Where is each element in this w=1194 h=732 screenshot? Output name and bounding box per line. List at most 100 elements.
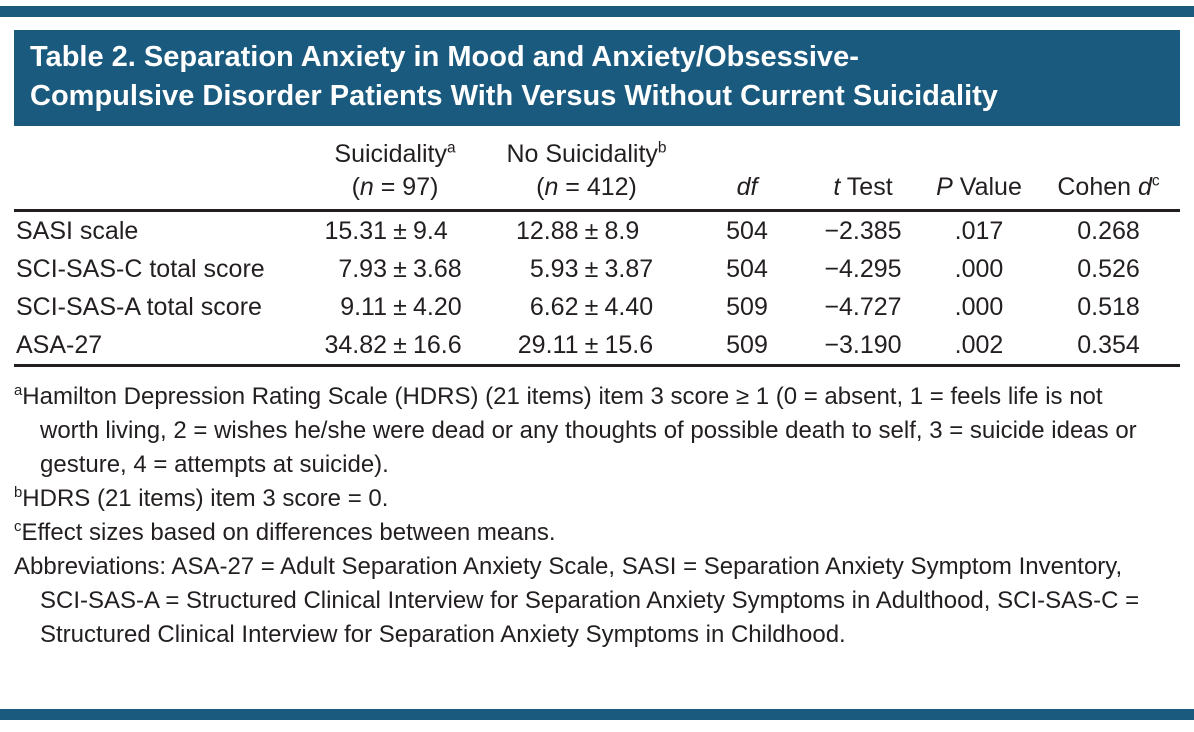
mean: 12.88 (515, 217, 579, 245)
col-header-t-test: t Test (805, 171, 921, 204)
sd: 9.4 (413, 217, 448, 245)
df-cell: 509 (726, 331, 768, 359)
sd: 3.68 (413, 255, 462, 283)
footnote-abbreviations-text: Abbreviations: ASA-27 = Adult Separation… (14, 553, 1140, 648)
suicidality-value-cell: 7.93 ±3.68 (306, 250, 484, 288)
plus-minus: ± (393, 293, 407, 321)
mean: 34.82 (324, 331, 387, 359)
n-italic: n (359, 173, 374, 201)
table-footnotes: aHamilton Depression Rating Scale (HDRS)… (14, 380, 1151, 652)
df-cell: 509 (726, 293, 768, 321)
cohen-d-cell: 0.268 (1077, 217, 1140, 245)
cohen-footnote-marker: c (1151, 172, 1160, 190)
footnote-marker-a: a (14, 383, 23, 399)
suicidality-value-cell: 34.82 ±16.6 (306, 326, 484, 364)
n-open: ( (351, 173, 360, 201)
mean-sd-value: 12.88 ±8.9 (511, 212, 663, 250)
plus-minus: ± (393, 331, 407, 359)
footnote-c-text: Effect sizes based on differences betwee… (21, 519, 556, 546)
mean-sd-value: 15.31 ±9.4 (319, 212, 471, 250)
t-test-cell: −2.385 (824, 217, 902, 245)
no-suicidality-value-cell: 6.62 ±4.40 (484, 288, 689, 326)
mean-sd-value: 7.93 ±3.68 (319, 250, 471, 288)
p-italic: P (936, 173, 953, 201)
p-value-cell: .002 (954, 331, 1004, 359)
plus-minus: ± (393, 255, 407, 283)
suicidality-value-cell: 15.31 ±9.4 (306, 212, 484, 250)
suicidality-value-cell: 9.11 ±4.20 (306, 288, 484, 326)
table-header-row: Suicidalitya (n = 97) No Suicidalityb (n… (14, 134, 1180, 212)
plus-minus: ± (584, 331, 599, 359)
col-header-suicidality-label: Suicidalitya (306, 138, 484, 171)
suicidality-text: Suicidality (334, 140, 447, 168)
t-italic: t (833, 173, 841, 201)
df-label: df (736, 173, 758, 201)
col-header-df: df (689, 171, 805, 204)
sd: 15.6 (604, 331, 654, 359)
row-label: ASA-27 (16, 331, 103, 359)
table-title-line2: Compulsive Disorder Patients With Versus… (30, 80, 998, 112)
no-suicidality-footnote-marker: b (657, 139, 667, 157)
footnote-marker-c: c (14, 519, 22, 535)
mean: 7.93 (338, 255, 387, 283)
df-cell: 504 (726, 217, 768, 245)
table-title: Table 2. Separation Anxiety in Mood and … (14, 30, 1180, 126)
footnote-b-text: HDRS (21 items) item 3 score = 0. (22, 485, 389, 512)
cohen-d-cell: 0.354 (1077, 331, 1140, 359)
plus-minus: ± (584, 255, 599, 283)
table-row: SCI-SAS-C total score 7.93 ±3.68 5.93 ±3.8… (14, 250, 1180, 288)
plus-minus: ± (584, 217, 599, 245)
footnote-a-text: Hamilton Depression Rating Scale (HDRS) … (22, 383, 1137, 478)
footnote-marker-b: b (14, 485, 23, 501)
cohen-d-cell: 0.526 (1077, 255, 1140, 283)
footnote-abbreviations: Abbreviations: ASA-27 = Adult Separation… (14, 550, 1151, 652)
p-value-cell: .000 (954, 293, 1004, 321)
page-top-rule (0, 6, 1194, 17)
col-header-suicidality-n: (n = 97) (306, 171, 484, 204)
col-header-suicidality: Suicidalitya (n = 97) (306, 138, 484, 204)
stats-table: Suicidalitya (n = 97) No Suicidalityb (n… (14, 134, 1180, 367)
mean-sd-value: 5.93 ±3.87 (511, 250, 663, 288)
footnote-b: bHDRS (21 items) item 3 score = 0. (14, 482, 1151, 516)
no-suicidality-text: No Suicidality (506, 140, 658, 168)
sd: 8.9 (604, 217, 640, 245)
sd: 16.6 (413, 331, 462, 359)
n-value: = 97) (373, 173, 439, 201)
table-body: SASI scale 15.31 ±9.4 12.88 ±8.9 504 −2.38… (14, 212, 1180, 367)
table-title-line1: Table 2. Separation Anxiety in Mood and … (30, 41, 859, 73)
n-value: = 412) (558, 173, 637, 201)
p-rest: Value (952, 173, 1022, 201)
no-suicidality-value-cell: 5.93 ±3.87 (484, 250, 689, 288)
footnote-c: cEffect sizes based on differences betwe… (14, 516, 1151, 550)
t-test-cell: −4.727 (824, 293, 902, 321)
row-label: SCI-SAS-A total score (16, 293, 262, 321)
col-header-cohen-d: Cohen dc (1037, 171, 1180, 204)
p-value-cell: .017 (954, 217, 1004, 245)
row-label: SASI scale (16, 217, 139, 245)
table-row: ASA-27 34.82 ±16.6 29.11 ±15.6 509 −3.190 … (14, 326, 1180, 364)
no-suicidality-value-cell: 12.88 ±8.9 (484, 212, 689, 250)
footnote-a: aHamilton Depression Rating Scale (HDRS)… (14, 380, 1151, 482)
col-header-no-suicidality: No Suicidalityb (n = 412) (484, 138, 689, 204)
col-header-p-value: P Value (921, 171, 1037, 204)
mean-sd-value: 29.11 ±15.6 (511, 326, 663, 364)
mean: 29.11 (517, 331, 579, 359)
mean-sd-value: 34.82 ±16.6 (319, 326, 471, 364)
n-italic: n (544, 173, 559, 201)
mean: 9.11 (340, 293, 387, 321)
plus-minus: ± (393, 217, 407, 245)
mean: 5.93 (529, 255, 579, 283)
sd: 4.20 (413, 293, 462, 321)
row-label: SCI-SAS-C total score (16, 255, 265, 283)
mean-sd-value: 6.62 ±4.40 (511, 288, 663, 326)
cohen-d-italic: d (1137, 173, 1152, 201)
p-value-cell: .000 (954, 255, 1004, 283)
sd: 4.40 (604, 293, 654, 321)
page-bottom-rule (0, 709, 1194, 720)
mean-sd-value: 9.11 ±4.20 (319, 288, 471, 326)
plus-minus: ± (584, 293, 599, 321)
col-header-no-suicidality-label: No Suicidalityb (484, 138, 689, 171)
n-open: ( (536, 173, 545, 201)
table-row: SCI-SAS-A total score 9.11 ±4.20 6.62 ±4.4… (14, 288, 1180, 326)
table-row: SASI scale 15.31 ±9.4 12.88 ±8.9 504 −2.38… (14, 212, 1180, 250)
